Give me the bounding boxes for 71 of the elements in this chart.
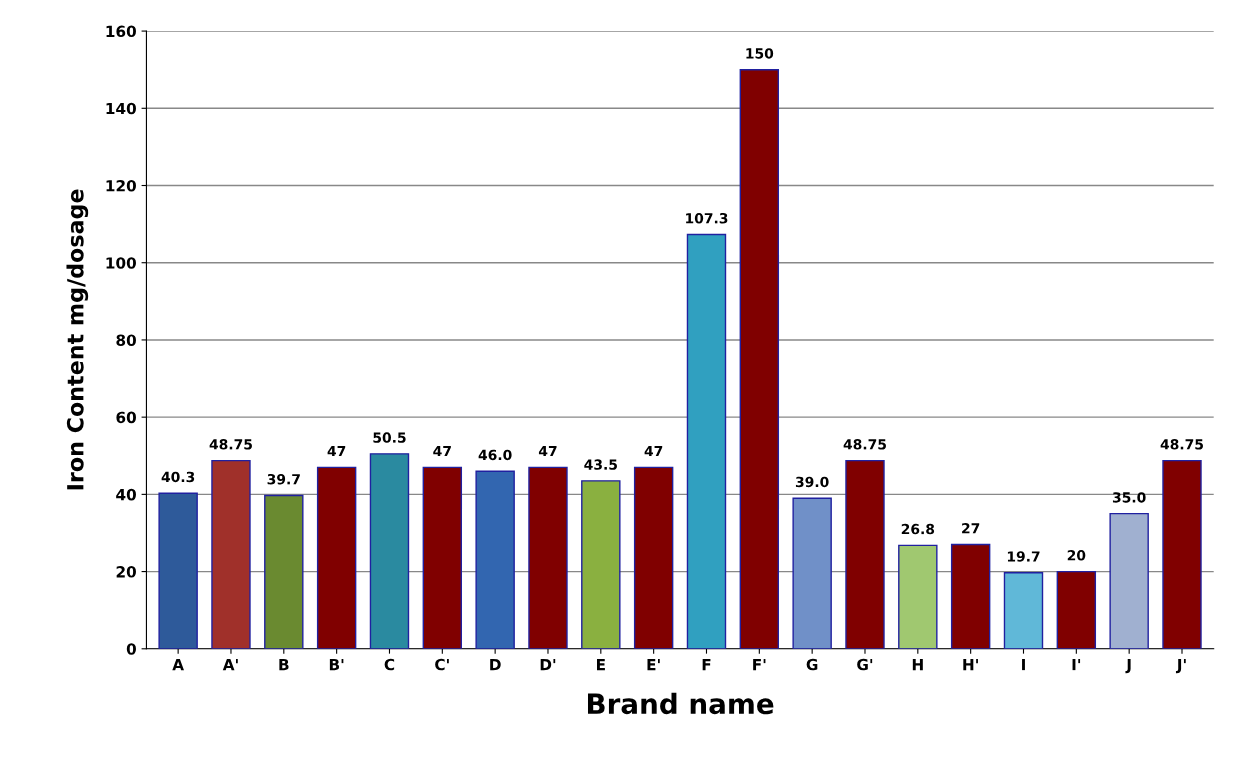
x-tick-label: D bbox=[490, 658, 501, 671]
x-tick-label: D' bbox=[540, 658, 556, 671]
bar bbox=[950, 543, 991, 649]
bar bbox=[686, 233, 727, 649]
bar bbox=[845, 459, 885, 649]
x-tick-label: J bbox=[1125, 658, 1131, 674]
y-tick-label: 120 bbox=[106, 179, 136, 192]
data-label: 107.3 bbox=[686, 213, 728, 224]
data-label: 50.5 bbox=[373, 432, 406, 443]
x-tick-label: J' bbox=[1175, 658, 1186, 674]
data-label: 48.75 bbox=[1160, 439, 1203, 450]
x-axis-title: Brand name bbox=[588, 692, 774, 715]
data-label: 19.7 bbox=[1007, 551, 1040, 562]
x-tick-label: A' bbox=[222, 658, 238, 671]
x-tick-label: G bbox=[806, 658, 818, 671]
x-tick-label: C bbox=[384, 658, 395, 671]
bar bbox=[316, 466, 357, 649]
x-tick-label: E bbox=[597, 658, 605, 671]
x-tick-label: F' bbox=[753, 658, 766, 671]
bar bbox=[264, 494, 304, 649]
x-tick-label: B bbox=[279, 658, 289, 671]
bar bbox=[369, 453, 410, 649]
data-label: 48.75 bbox=[209, 439, 252, 450]
x-tick-label: C' bbox=[435, 658, 449, 671]
bar bbox=[528, 466, 568, 649]
x-tick-label: B' bbox=[329, 658, 344, 671]
bar bbox=[475, 470, 515, 649]
x-tick-label: E' bbox=[647, 658, 660, 671]
x-tick-label: G' bbox=[857, 658, 873, 671]
bar bbox=[792, 497, 832, 649]
y-tick-label: 160 bbox=[106, 25, 136, 38]
data-label: 27 bbox=[962, 523, 980, 534]
data-label: 48.75 bbox=[843, 439, 886, 450]
data-label: 47 bbox=[327, 445, 346, 457]
y-tick-label: 60 bbox=[116, 411, 136, 424]
bar bbox=[211, 459, 251, 649]
data-label: 35.0 bbox=[1112, 492, 1146, 503]
y-tick-label: 100 bbox=[106, 257, 136, 269]
y-tick-label: 0 bbox=[126, 643, 136, 655]
x-tick-label: I' bbox=[1072, 658, 1081, 671]
y-axis-title: Iron Content mg/dosage bbox=[66, 189, 89, 490]
data-label: 20 bbox=[1067, 550, 1086, 561]
data-label: 40.3 bbox=[161, 471, 195, 483]
bar bbox=[898, 544, 938, 649]
bar bbox=[739, 68, 780, 649]
data-label: 47 bbox=[644, 445, 663, 457]
bar bbox=[1109, 512, 1149, 649]
data-label: 43.5 bbox=[584, 459, 617, 470]
x-tick-label: A bbox=[172, 658, 184, 671]
data-label: 47 bbox=[433, 445, 451, 457]
y-tick-label: 40 bbox=[116, 488, 136, 501]
y-tick-label: 80 bbox=[116, 334, 136, 346]
data-label: 150 bbox=[746, 48, 774, 59]
data-label: 39.0 bbox=[795, 476, 829, 488]
bar bbox=[1162, 459, 1202, 649]
x-tick-label: H bbox=[912, 658, 923, 671]
bar bbox=[158, 492, 198, 649]
data-label: 47 bbox=[538, 445, 557, 457]
data-label: 39.7 bbox=[267, 473, 300, 485]
bar bbox=[1056, 570, 1097, 649]
y-tick-label: 20 bbox=[116, 566, 136, 578]
bar bbox=[1003, 572, 1044, 649]
data-label: 26.8 bbox=[901, 523, 935, 535]
bar bbox=[581, 480, 621, 649]
bar bbox=[633, 466, 674, 649]
x-tick-label: I bbox=[1022, 658, 1025, 671]
bar bbox=[422, 466, 463, 649]
data-label: 46.0 bbox=[478, 449, 512, 461]
y-tick-label: 140 bbox=[106, 102, 136, 115]
x-tick-label: H' bbox=[963, 658, 978, 671]
x-tick-label: F bbox=[702, 658, 711, 671]
